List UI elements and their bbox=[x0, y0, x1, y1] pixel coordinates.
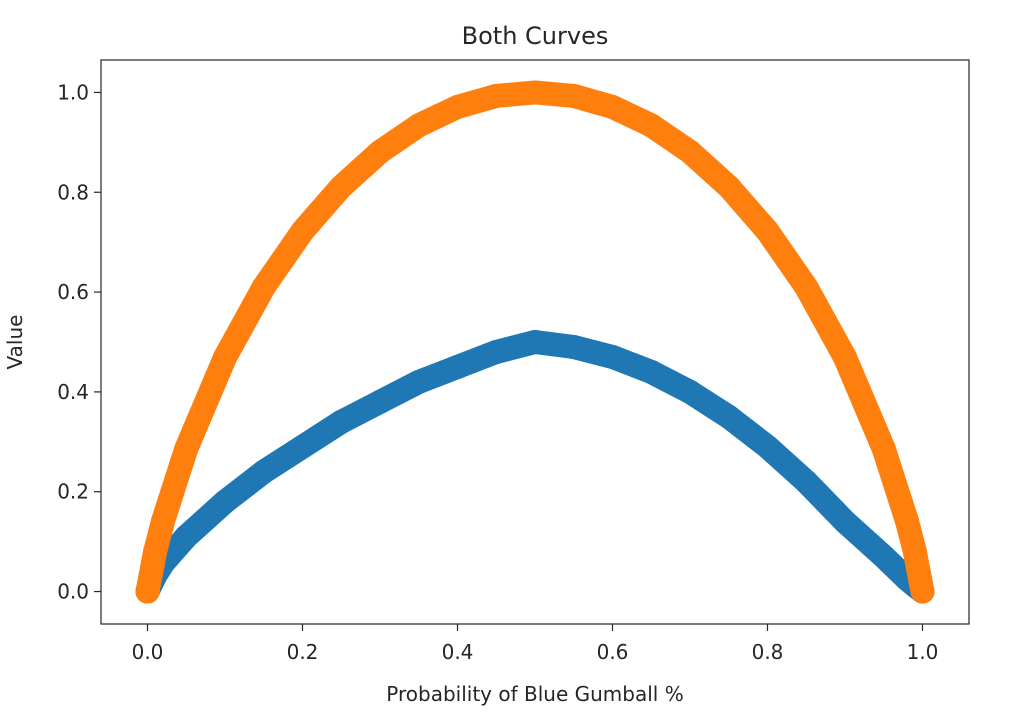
y-axis-ticks: 0.0 0.2 0.4 0.6 0.8 1.0 bbox=[57, 80, 101, 604]
series-0-point bbox=[561, 334, 586, 359]
y-tick-label: 0.6 bbox=[57, 280, 89, 304]
series-0-point bbox=[368, 389, 392, 414]
series-1-point bbox=[143, 539, 168, 564]
plot-frame bbox=[100, 59, 970, 625]
y-tick-label: 0.8 bbox=[57, 180, 89, 204]
series-1-point bbox=[368, 139, 392, 164]
series-0-point bbox=[406, 369, 431, 394]
series-0-point bbox=[213, 489, 237, 514]
series-1-point bbox=[833, 345, 857, 370]
y-tick-label: 1.0 bbox=[57, 80, 89, 104]
series-0-point bbox=[523, 330, 547, 354]
series-1-point bbox=[135, 579, 160, 604]
series-1-point bbox=[794, 275, 819, 300]
y-axis-label: Value bbox=[3, 315, 27, 370]
series-1-point bbox=[151, 509, 175, 534]
series-1-point bbox=[639, 113, 664, 138]
series-1-point bbox=[406, 113, 431, 138]
series-1-point bbox=[523, 80, 547, 105]
series-1-point bbox=[716, 174, 741, 199]
series-1-point bbox=[895, 509, 919, 534]
series-1 bbox=[135, 80, 935, 604]
series-0-point bbox=[755, 434, 780, 459]
chart-title: Both Curves bbox=[462, 22, 609, 50]
series-0-point bbox=[251, 459, 276, 484]
series-0-point bbox=[174, 524, 199, 549]
x-axis-label: Probability of Blue Gumball % bbox=[386, 682, 683, 706]
series-1-point bbox=[213, 345, 237, 370]
series-0-point bbox=[833, 509, 857, 534]
series-1-point bbox=[484, 83, 509, 108]
series-1-point bbox=[910, 579, 935, 604]
series-1-point bbox=[600, 94, 625, 119]
series-1-point bbox=[251, 275, 276, 300]
series-1-point bbox=[902, 539, 927, 564]
series-0-point bbox=[445, 354, 470, 379]
x-tick-label: 0.4 bbox=[442, 640, 474, 664]
series-1-point bbox=[678, 139, 702, 164]
series-0-point bbox=[871, 544, 896, 569]
series-0-point bbox=[600, 344, 625, 369]
series-0-point bbox=[639, 359, 664, 384]
series-0-point bbox=[290, 434, 315, 459]
x-axis-ticks: 0.0 0.2 0.4 0.6 0.8 1.0 bbox=[132, 624, 939, 664]
series-0-point bbox=[329, 409, 354, 434]
x-tick-label: 0.8 bbox=[752, 640, 784, 664]
series-1-point bbox=[290, 219, 315, 244]
series-1-point bbox=[561, 83, 586, 108]
x-tick-label: 0.2 bbox=[287, 640, 319, 664]
x-tick-label: 0.0 bbox=[132, 640, 164, 664]
series-1-point bbox=[329, 174, 354, 199]
series-0-point bbox=[678, 379, 702, 404]
series-0 bbox=[135, 330, 935, 604]
series-1-point bbox=[871, 436, 896, 461]
y-tick-label: 0.0 bbox=[57, 580, 89, 604]
y-tick-label: 0.2 bbox=[57, 480, 89, 504]
series-0-point bbox=[716, 404, 741, 429]
series-1-point bbox=[755, 219, 780, 244]
x-tick-label: 0.6 bbox=[597, 640, 629, 664]
series-0-point bbox=[794, 469, 819, 494]
series-0-point bbox=[484, 339, 509, 364]
x-tick-label: 1.0 bbox=[907, 640, 939, 664]
series-1-point bbox=[445, 94, 470, 119]
y-tick-label: 0.4 bbox=[57, 380, 89, 404]
series-1-point bbox=[174, 436, 199, 461]
series-layer bbox=[135, 80, 935, 604]
